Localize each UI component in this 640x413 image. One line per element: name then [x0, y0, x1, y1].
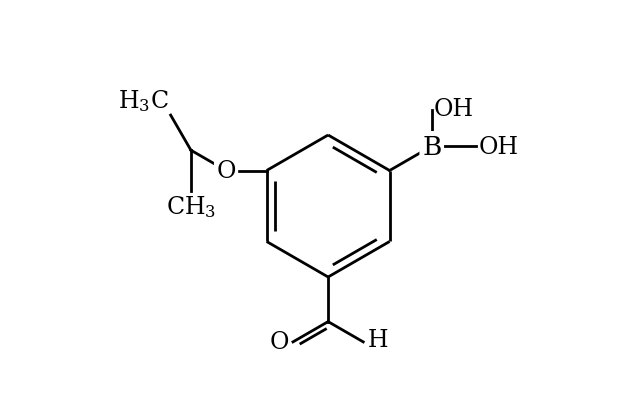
Text: O: O: [269, 330, 289, 354]
Text: O: O: [216, 159, 236, 183]
Text: $\mathregular{CH_3}$: $\mathregular{CH_3}$: [166, 193, 216, 219]
Text: B: B: [422, 134, 442, 159]
Text: $\mathregular{H_3C}$: $\mathregular{H_3C}$: [118, 88, 168, 114]
Text: OH: OH: [479, 135, 518, 158]
Text: OH: OH: [434, 98, 474, 121]
Text: H: H: [367, 329, 388, 351]
